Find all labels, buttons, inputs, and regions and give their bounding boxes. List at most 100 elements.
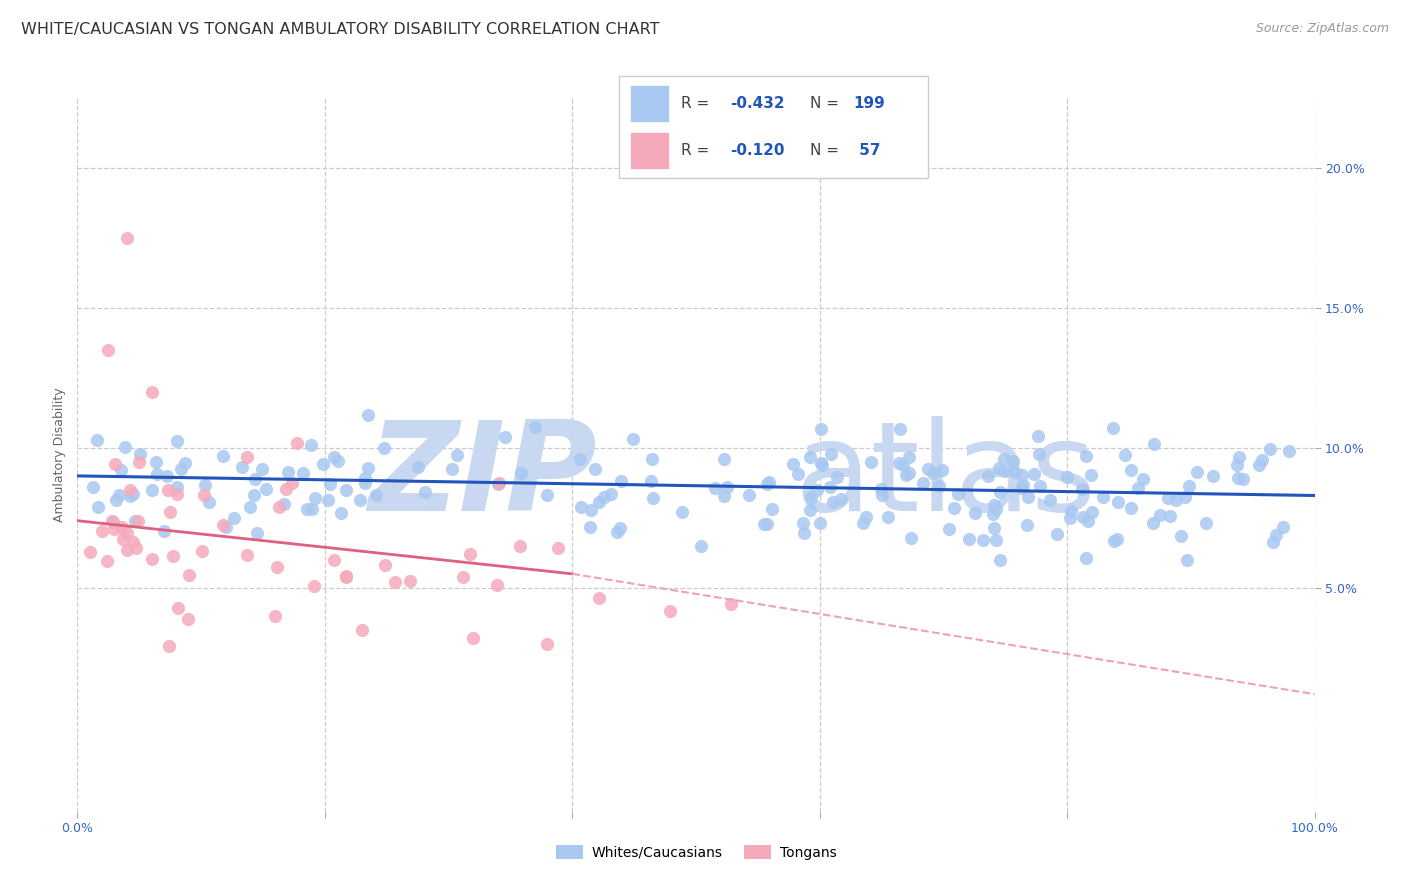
Point <box>231 460 253 475</box>
Point <box>1159 509 1181 524</box>
Text: -0.432: -0.432 <box>730 96 785 111</box>
Point <box>761 502 783 516</box>
Point <box>120 490 142 504</box>
Point <box>983 521 1005 535</box>
Point <box>713 451 735 466</box>
Point <box>157 639 180 653</box>
Point <box>981 507 1004 521</box>
Point <box>1114 448 1136 462</box>
Point <box>364 487 387 501</box>
Point <box>716 480 738 494</box>
Point <box>374 558 396 573</box>
Point <box>111 532 134 546</box>
Point <box>399 574 422 588</box>
Point <box>111 520 134 534</box>
Point <box>1056 470 1078 484</box>
FancyBboxPatch shape <box>631 133 668 168</box>
Point <box>870 482 893 496</box>
Point <box>357 408 380 422</box>
Point <box>894 468 917 483</box>
FancyBboxPatch shape <box>619 76 928 178</box>
Point <box>460 548 482 562</box>
Point <box>1107 533 1129 547</box>
Point <box>212 449 235 463</box>
Point <box>808 516 831 530</box>
Point <box>810 422 832 436</box>
Point <box>104 457 127 471</box>
Text: Source: ZipAtlas.com: Source: ZipAtlas.com <box>1256 22 1389 36</box>
Point <box>957 532 980 546</box>
Point <box>1149 508 1171 522</box>
Point <box>609 521 631 535</box>
Point <box>353 475 375 490</box>
Point <box>1156 491 1178 505</box>
Point <box>446 448 468 462</box>
Point <box>174 456 197 470</box>
Point <box>897 466 920 480</box>
Point <box>855 509 877 524</box>
Point <box>852 516 875 530</box>
Point <box>793 526 815 541</box>
Point <box>787 467 810 481</box>
Point <box>1226 458 1249 472</box>
Point <box>581 503 603 517</box>
Point <box>1002 454 1025 468</box>
Point <box>316 493 339 508</box>
Point <box>1039 492 1062 507</box>
Point <box>986 533 1008 547</box>
Point <box>931 463 953 477</box>
Point <box>569 452 592 467</box>
Point <box>1132 471 1154 485</box>
Point <box>922 467 945 481</box>
Point <box>1059 504 1081 518</box>
Point <box>1258 442 1281 457</box>
Point <box>243 488 266 502</box>
Point <box>641 452 664 467</box>
Point <box>986 501 1008 516</box>
Point <box>827 470 849 484</box>
Point <box>993 463 1015 477</box>
Point <box>1187 466 1209 480</box>
Point <box>1011 481 1033 495</box>
Point <box>101 514 124 528</box>
Point <box>1247 458 1270 472</box>
Point <box>1101 420 1123 434</box>
Point <box>889 456 911 470</box>
Point <box>946 487 969 501</box>
Point <box>810 456 832 470</box>
Point <box>897 450 920 464</box>
Point <box>792 516 814 531</box>
Point <box>141 483 163 497</box>
Point <box>238 500 260 514</box>
Point <box>593 490 616 504</box>
Point <box>356 461 378 475</box>
Point <box>1074 449 1097 463</box>
Point <box>277 465 299 479</box>
Point <box>301 502 323 516</box>
Point <box>488 476 510 491</box>
Point <box>494 430 516 444</box>
Point <box>1177 478 1199 492</box>
Point <box>1278 444 1301 458</box>
Point <box>977 469 1000 483</box>
Point <box>547 541 569 556</box>
Point <box>569 500 592 515</box>
Point <box>274 482 297 496</box>
Point <box>350 623 373 637</box>
Point <box>125 541 148 555</box>
Point <box>1126 481 1149 495</box>
Text: WHITE/CAUCASIAN VS TONGAN AMBULATORY DISABILITY CORRELATION CHART: WHITE/CAUCASIAN VS TONGAN AMBULATORY DIS… <box>21 22 659 37</box>
Point <box>486 477 509 491</box>
Point <box>671 505 693 519</box>
Point <box>215 520 238 534</box>
Point <box>121 535 143 549</box>
Point <box>1250 452 1272 467</box>
Point <box>335 483 357 497</box>
Point <box>82 480 104 494</box>
Point <box>292 466 315 480</box>
Text: R =: R = <box>681 96 714 111</box>
Point <box>799 503 821 517</box>
Point <box>658 604 681 618</box>
Point <box>281 475 304 490</box>
Point <box>1028 447 1050 461</box>
